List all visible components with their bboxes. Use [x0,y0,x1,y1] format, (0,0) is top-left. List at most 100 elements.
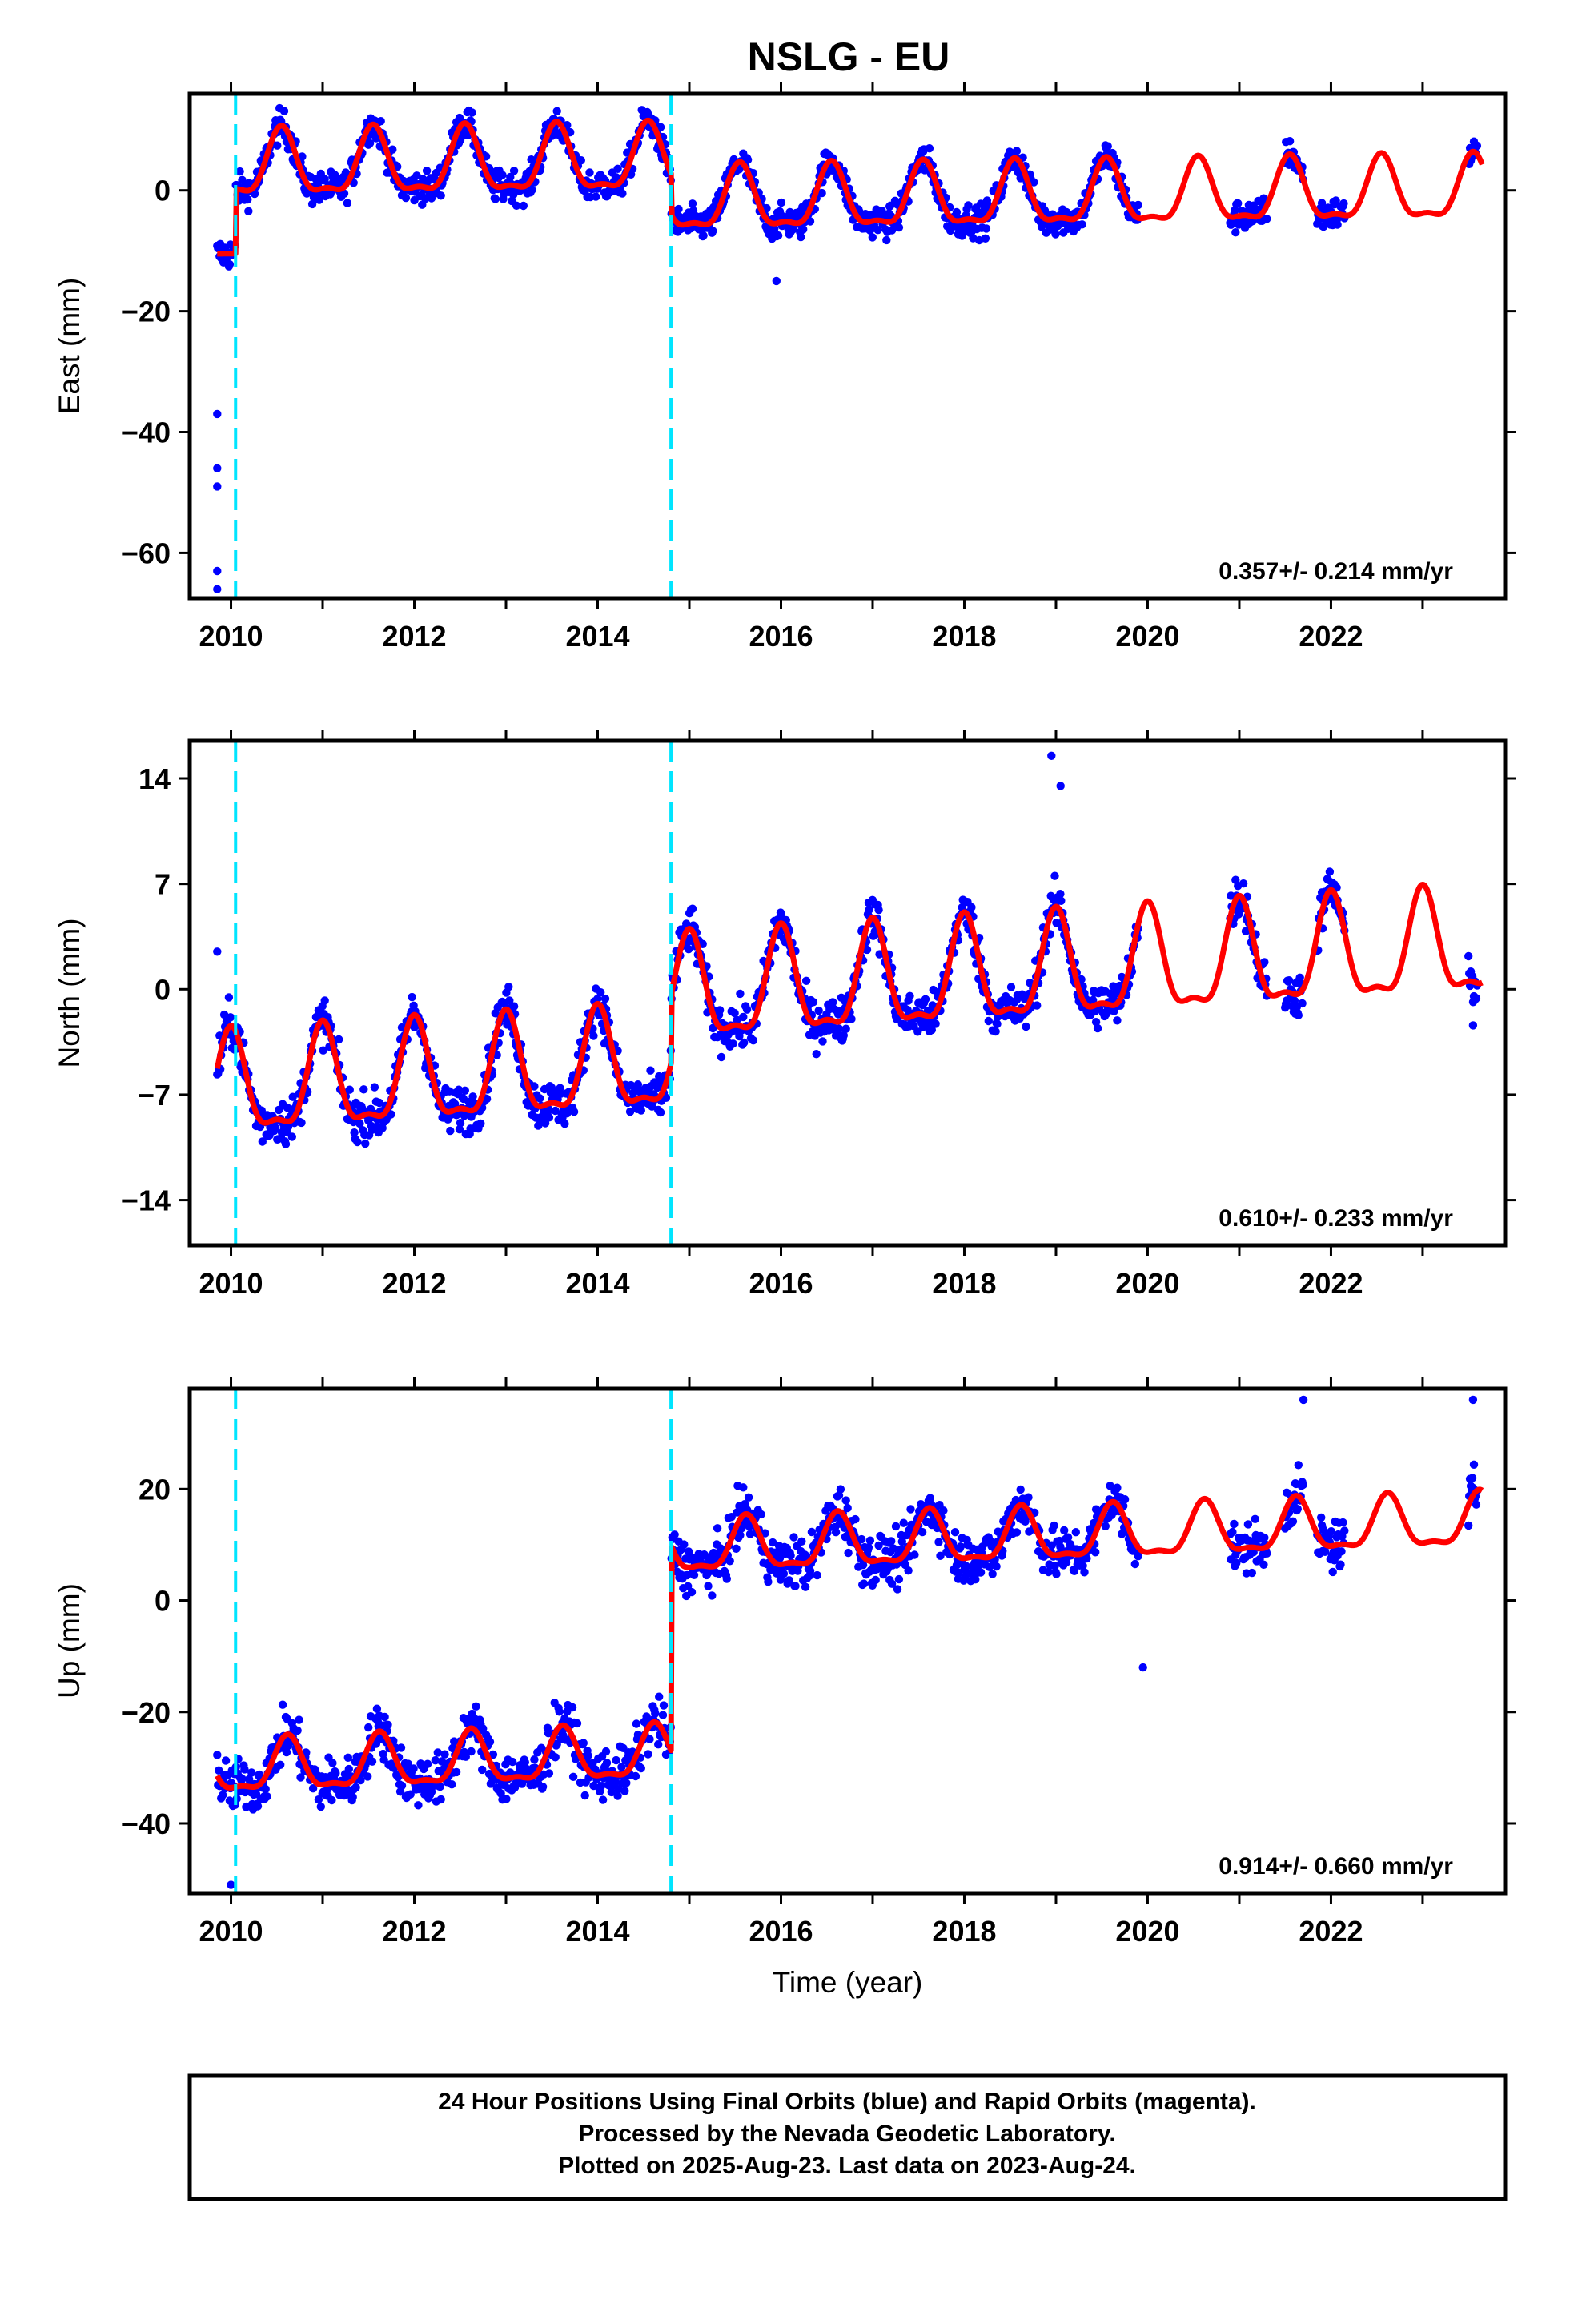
data-point [906,1505,915,1514]
x-tick-label: 2016 [749,620,813,653]
data-point [452,1767,461,1777]
data-point [482,1094,492,1104]
data-point [1294,1461,1303,1470]
data-point [258,1137,267,1146]
data-point [1464,951,1473,961]
data-point [917,1527,927,1537]
data-point [1339,199,1348,208]
data-point [376,117,385,126]
data-point [530,1755,539,1764]
outlier-point [213,409,222,419]
data-point [1327,1527,1336,1536]
data-point [580,1791,589,1800]
data-point [579,1739,588,1747]
data-point [925,144,934,153]
data-point [1259,1560,1268,1570]
y-tick-label: 14 [139,762,171,795]
data-point [456,1119,465,1128]
data-point [433,1748,442,1757]
data-point [862,945,872,955]
y-axis-label: Up (mm) [53,1583,86,1699]
data-point [851,1514,860,1524]
data-point [436,191,445,200]
data-point [327,1795,336,1805]
outlier-point [1299,1395,1308,1405]
data-point [414,1801,423,1810]
data-point [964,201,973,210]
x-tick-label: 2012 [382,1915,446,1948]
data-point [868,233,877,242]
data-point [596,988,605,997]
data-point [993,1019,1002,1028]
x-tick-label: 2014 [565,1915,629,1948]
data-point [984,1016,994,1026]
data-point [645,1735,654,1743]
data-point [383,1720,392,1729]
data-point [328,1759,337,1767]
data-point [219,1010,229,1019]
data-point [1113,1016,1122,1025]
x-tick-label: 2012 [382,620,446,653]
x-tick-label: 2018 [932,1267,996,1300]
data-point [1230,1519,1239,1529]
data-point [1260,1533,1269,1542]
data-point [261,1784,270,1794]
data-point [596,1782,606,1791]
data-point [956,1542,966,1551]
data-point [293,1726,302,1735]
y-axis-label: East (mm) [53,278,86,415]
data-point [468,108,476,117]
x-tick-label: 2022 [1299,1267,1363,1300]
y-tick-label: −40 [122,1807,171,1840]
data-point [521,1763,530,1773]
data-point [315,195,323,204]
panel-frame [187,1386,1508,1896]
data-point [1022,1022,1030,1031]
data-point [910,1550,919,1559]
data-point [1317,1513,1326,1522]
data-point [805,217,815,226]
data-point [874,1541,883,1550]
data-point [235,167,244,176]
data-point [359,1085,368,1094]
panel-east: 2010 2012 2014 2016 2018 2020 2022 −60 −40 −20 0 Ea… [53,82,1516,653]
data-point [283,1123,293,1132]
data-point [1106,1482,1114,1490]
data-point [988,1570,997,1578]
data-point [343,199,352,207]
data-point [388,145,397,154]
data-point [1120,1495,1130,1504]
outlier-point [1047,751,1056,760]
data-point [962,1562,970,1570]
data-point [576,156,585,165]
data-point [296,1773,305,1782]
x-tick-label: 2020 [1115,1915,1179,1948]
footer-line-2: Processed by the Nevada Geodetic Laborat… [578,2121,1115,2147]
data-point [1288,1517,1298,1526]
x-tick-label: 2022 [1299,620,1363,653]
data-point [864,1543,873,1552]
data-point [1243,1520,1253,1529]
data-point [602,1759,612,1767]
data-point [814,1006,823,1015]
data-point [344,1764,353,1774]
panel-up: 2010 2012 2014 2016 2018 2020 2022 −40 −20 0 20 Up … [53,1377,1516,1999]
rate-annotation: 0.357+/- 0.214 mm/yr [1219,558,1453,585]
data-point [343,1753,352,1762]
data-point [887,1579,897,1588]
data-point [446,1126,455,1136]
data-point [361,1139,370,1148]
data-point [797,232,805,242]
data-point [654,1740,663,1749]
outlier-point [213,947,222,956]
data-point [1285,137,1295,146]
data-point [1317,199,1327,207]
data-point [680,1540,689,1549]
data-point [631,1771,640,1781]
data-point [704,1582,713,1590]
data-point [894,1574,904,1584]
footer-line-3: Plotted on 2025-Aug-23. Last data on 202… [558,2153,1136,2179]
y-tick-label: 7 [155,868,171,901]
data-point [472,1702,480,1711]
data-point [298,152,307,161]
